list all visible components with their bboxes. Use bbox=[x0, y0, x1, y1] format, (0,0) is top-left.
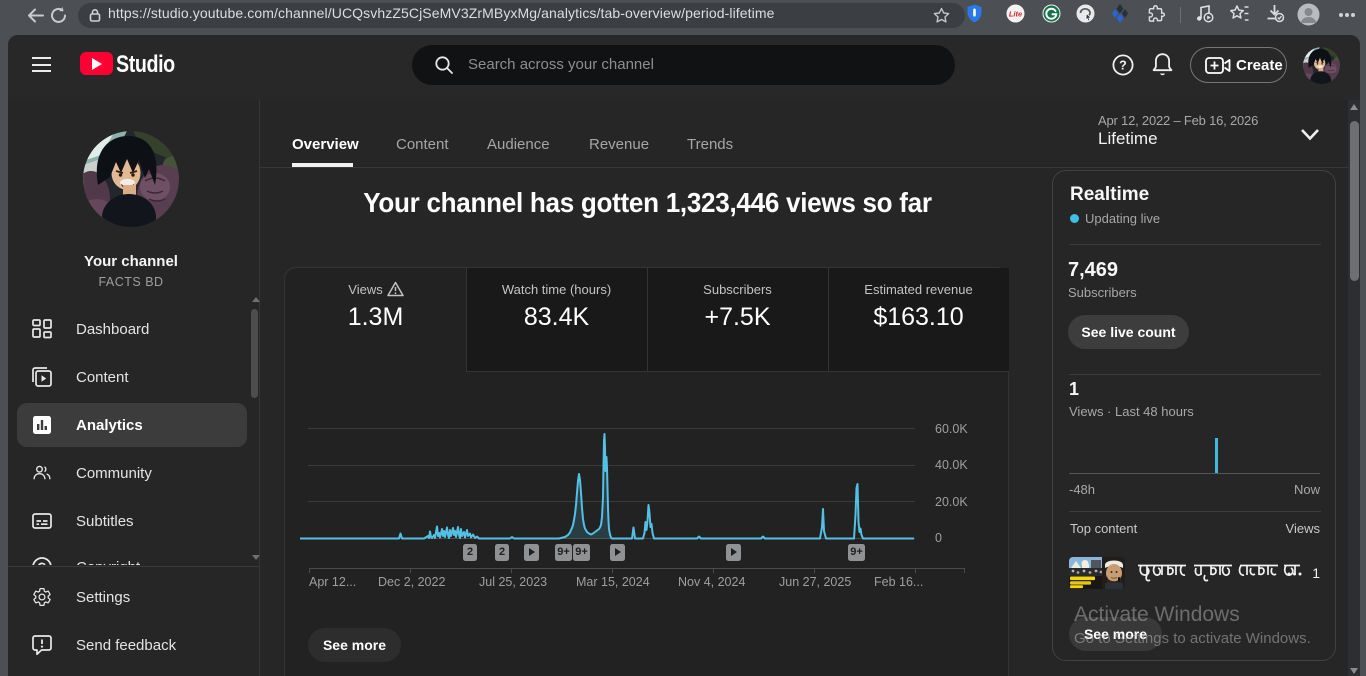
svg-text:?: ? bbox=[1119, 59, 1127, 73]
svg-text:Lite: Lite bbox=[1009, 10, 1022, 19]
